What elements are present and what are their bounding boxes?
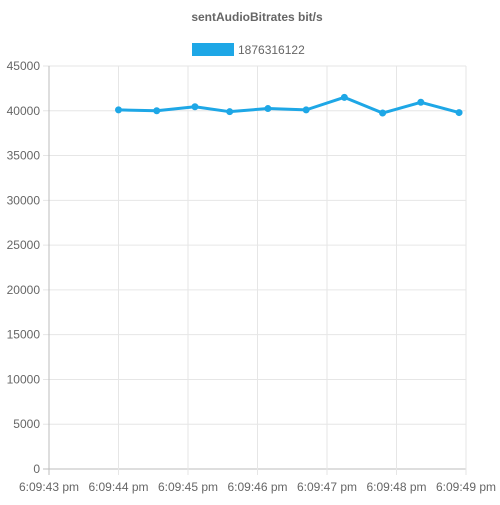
data-point — [115, 106, 122, 114]
y-tick-label: 10000 — [7, 372, 41, 386]
grid — [43, 65, 467, 475]
data-point — [153, 107, 161, 115]
legend[interactable]: 1876316122 — [192, 43, 305, 57]
y-tick-label: 15000 — [7, 328, 41, 342]
x-tick-label: 6:09:44 pm — [88, 480, 148, 494]
y-tick-label: 5000 — [13, 417, 40, 431]
series-line — [118, 95, 460, 115]
data-point — [417, 98, 425, 106]
x-tick-label: 6:09:43 pm — [19, 480, 79, 494]
y-tick-label: 25000 — [7, 238, 41, 252]
y-tick-label: 45000 — [7, 59, 41, 73]
chart-title: sentAudioBitrates bit/s — [191, 10, 323, 24]
data-point — [264, 105, 272, 113]
x-tick-label: 6:09:46 pm — [227, 480, 287, 494]
x-tick-label: 6:09:47 pm — [297, 480, 357, 494]
data-point — [302, 106, 310, 114]
data-point — [191, 103, 199, 111]
y-tick-label: 35000 — [7, 149, 41, 163]
data-point — [226, 108, 234, 116]
axes: 0 5000 10000 15000 20000 25000 30000 35000 40000… — [7, 59, 496, 494]
data-point — [379, 109, 387, 117]
y-tick-label: 20000 — [7, 283, 41, 297]
x-tick-label: 6:09:45 pm — [158, 480, 218, 494]
series-1876316122 — [115, 93, 463, 117]
x-tick-label: 6:09:48 pm — [366, 480, 426, 494]
y-tick-label: 0 — [33, 462, 40, 476]
y-tick-label: 30000 — [7, 193, 41, 207]
y-tick-label: 40000 — [7, 104, 41, 118]
legend-swatch — [192, 43, 234, 56]
x-tick-label: 6:09:49 pm — [436, 480, 496, 494]
legend-label: 1876316122 — [238, 43, 305, 57]
data-point — [455, 109, 463, 117]
data-point — [340, 93, 348, 101]
